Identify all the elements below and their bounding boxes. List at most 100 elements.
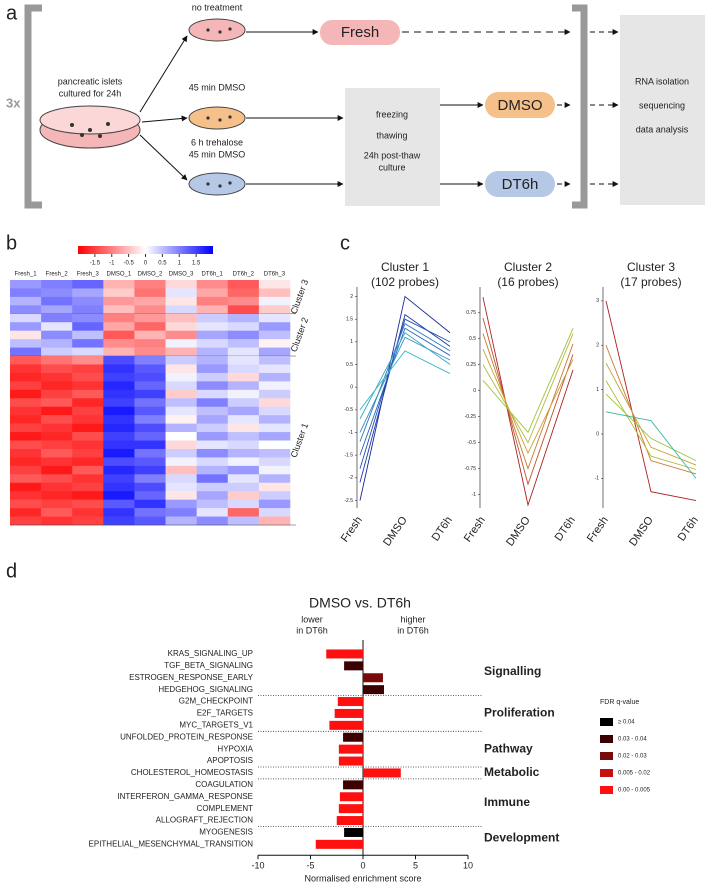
heatmap-cell	[10, 330, 42, 340]
bracket	[572, 4, 588, 209]
heatmap-cell	[165, 508, 197, 517]
heatmap-cell	[165, 322, 197, 331]
heatmap-cell	[258, 372, 291, 382]
annotation: in DT6h	[397, 625, 429, 635]
heatmap-cell	[165, 491, 197, 500]
heatmap-cell	[196, 356, 229, 365]
bar	[329, 720, 363, 730]
heatmap-cell	[10, 482, 42, 492]
heatmap-cell	[134, 330, 166, 340]
heatmap-cell	[227, 389, 260, 399]
heatmap-cell	[196, 516, 229, 526]
legend-swatch	[600, 769, 613, 777]
heatmap-cell	[134, 381, 166, 391]
heatmap-cell	[72, 440, 104, 450]
heatmap-cell	[134, 465, 166, 475]
condition-pill	[320, 20, 400, 45]
heatmap-cell	[72, 398, 104, 408]
column-label: DT6h_3	[264, 272, 286, 278]
condition-pill	[485, 171, 555, 197]
chart-title: Cluster 2	[504, 260, 552, 274]
heatmap-cell	[41, 465, 73, 475]
heatmap-cell	[227, 356, 260, 365]
heatmap-cell	[196, 288, 229, 298]
bar	[344, 661, 363, 671]
heatmap-cell	[72, 457, 104, 467]
heatmap-cell	[227, 288, 260, 298]
heatmap-cell	[103, 457, 135, 467]
heatmap-cell	[72, 491, 104, 500]
panel-label: c	[340, 232, 350, 254]
series-line	[605, 380, 697, 470]
heatmap-cell	[10, 432, 42, 441]
heatmap-cell	[196, 347, 229, 357]
heatmap-cell	[196, 448, 229, 458]
heatmap-cell	[258, 381, 291, 391]
heatmap-cell	[103, 288, 135, 298]
heatmap-cell	[196, 508, 229, 517]
colorbar-tick-label: -1.5	[90, 261, 101, 267]
category-label: COAGULATION	[195, 780, 253, 789]
heatmap-cell	[41, 347, 73, 357]
process-step: culture	[378, 162, 405, 172]
heatmap-cell	[165, 499, 197, 509]
heatmap-cell	[134, 372, 166, 382]
heatmap-cell	[258, 356, 291, 365]
bar	[326, 649, 363, 659]
source-label: cultured for 24h	[59, 88, 122, 98]
heatmap-cell	[196, 482, 229, 492]
y-tick-label: 2	[350, 294, 353, 300]
cluster-label: Cluster 1	[289, 422, 311, 459]
heatmap-cell	[134, 508, 166, 517]
heatmap-cell	[258, 491, 291, 500]
y-tick-label: -0.5	[344, 407, 353, 413]
heatmap-cell	[258, 499, 291, 509]
chart-title: Cluster 1	[381, 260, 429, 274]
heatmap-cell	[103, 389, 135, 399]
heatmap-cell	[72, 415, 104, 424]
colorbar-tick-label: -0.5	[123, 261, 134, 267]
x-tick-label: DT6h	[553, 515, 578, 544]
bracket	[24, 4, 42, 209]
heatmap-cell	[134, 356, 166, 365]
heatmap-cell	[41, 288, 73, 298]
y-tick-label: -0.5	[467, 440, 476, 446]
heatmap-cell	[258, 330, 291, 340]
heatmap-cell	[165, 482, 197, 492]
heatmap-cell	[165, 457, 197, 467]
annotation: in DT6h	[296, 625, 328, 635]
heatmap-cell	[103, 423, 135, 433]
heatmap-cell	[196, 491, 229, 500]
heatmap-cell	[103, 508, 135, 517]
heatmap-cell	[258, 305, 291, 315]
heatmap-cell	[72, 499, 104, 509]
heatmap-cell	[258, 423, 291, 433]
heatmap-cell	[103, 448, 135, 458]
heatmap-cell	[227, 508, 260, 517]
condition: DMSO	[498, 97, 543, 114]
bar	[343, 732, 363, 742]
heatmap-cell	[258, 508, 291, 517]
colorbar-tick-label: 0.5	[158, 261, 167, 267]
heatmap-cell	[41, 482, 73, 492]
y-tick-label: -2.5	[344, 498, 353, 504]
heatmap-cell	[10, 415, 42, 424]
heatmap-cell	[103, 415, 135, 424]
source-label: pancreatic islets	[58, 76, 123, 86]
heatmap-cell	[165, 381, 197, 391]
heatmap-cell	[41, 448, 73, 458]
heatmap-cell	[72, 280, 104, 289]
heatmap-cell	[227, 280, 260, 289]
y-tick-label: 0	[473, 388, 476, 394]
heatmap-cell	[10, 406, 42, 416]
heatmap-cell	[41, 322, 73, 331]
heatmap-cell	[41, 474, 73, 484]
heatmap-cell	[10, 389, 42, 399]
heatmap-cell	[165, 280, 197, 289]
heatmap-cell	[258, 389, 291, 399]
heatmap-cell	[41, 398, 73, 408]
heatmap-cell	[258, 457, 291, 467]
bar	[338, 756, 363, 766]
heatmap-cell	[196, 423, 229, 433]
chart-title: Cluster 3	[627, 260, 675, 274]
